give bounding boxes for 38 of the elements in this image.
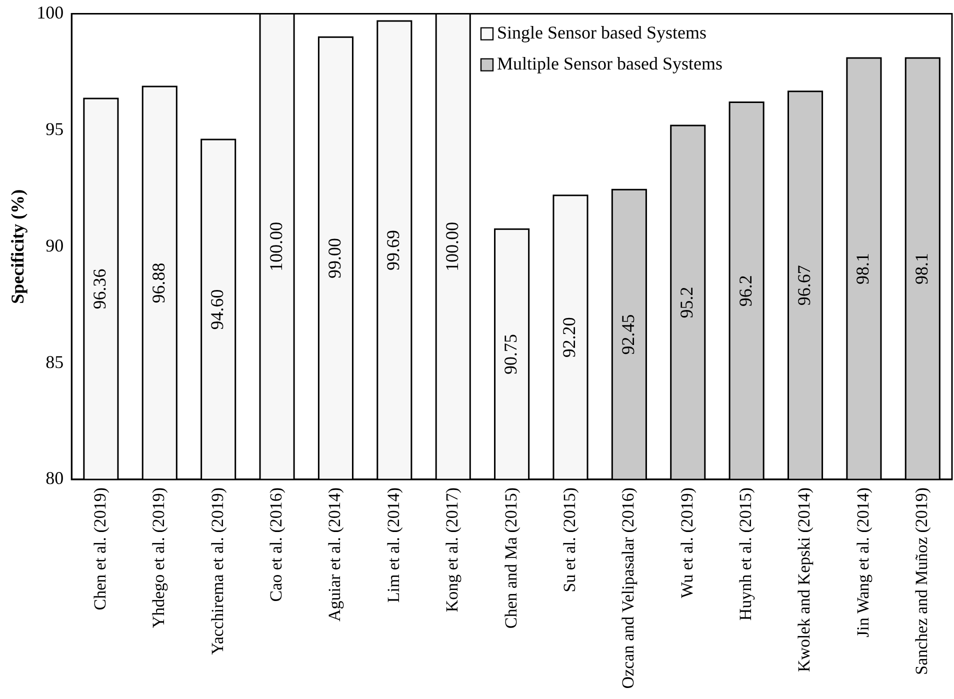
y-tick-label: 80	[46, 468, 64, 488]
legend-label: Multiple Sensor based Systems	[496, 54, 722, 74]
data-label: 92.45	[618, 314, 638, 355]
legend-label: Single Sensor based Systems	[496, 22, 706, 43]
x-tick-label: Chen and Ma (2015)	[501, 487, 520, 629]
x-tick-label: Jin Wang et al. (2014)	[853, 487, 872, 638]
data-label: 99.69	[383, 230, 404, 270]
data-label: 98.1	[911, 252, 932, 284]
data-label: 94.60	[207, 289, 228, 330]
x-tick-label: Yacchirema et al. (2019)	[208, 487, 227, 655]
data-label: 100.00	[266, 222, 286, 272]
x-tick-label: Su et al. (2015)	[560, 487, 579, 592]
x-tick-label: Wu et al. (2019)	[677, 487, 696, 598]
x-tick-label: Chen et al. (2019)	[90, 487, 110, 610]
data-label: 96.67	[794, 265, 814, 306]
x-tick-label: Kong et al. (2017)	[442, 487, 462, 612]
data-label: 90.75	[500, 334, 521, 375]
x-tick-label: Lim et al. (2014)	[384, 487, 403, 603]
data-label: 92.20	[559, 317, 580, 358]
data-label: 98.1	[852, 252, 873, 284]
data-label: 100.00	[442, 222, 462, 272]
x-tick-label: Yhdego et al. (2019)	[149, 487, 168, 628]
x-tick-label: Sanchez and Muñoz (2019)	[912, 487, 932, 675]
y-tick-label: 90	[46, 235, 64, 256]
data-label: 95.2	[676, 286, 697, 318]
x-tick-label: Ozcan and Velipasalar (2016)	[618, 487, 638, 689]
data-label: 96.2	[735, 275, 756, 307]
y-axis-title: Specificity (%)	[7, 189, 28, 304]
data-label: 96.88	[148, 262, 168, 304]
data-label: 96.36	[90, 268, 110, 310]
x-tick-label: Cao et al. (2016)	[266, 487, 286, 602]
y-tick-label: 100	[36, 2, 64, 23]
data-label: 99.00	[324, 238, 344, 279]
x-tick-label: Huynh et al. (2015)	[736, 487, 756, 621]
x-tick-label: Aguiar et al. (2014)	[325, 487, 344, 622]
y-tick-label: 95	[46, 118, 64, 139]
y-tick-label: 85	[46, 352, 64, 372]
x-tick-label: Kwolek and Kepski (2014)	[794, 487, 814, 672]
